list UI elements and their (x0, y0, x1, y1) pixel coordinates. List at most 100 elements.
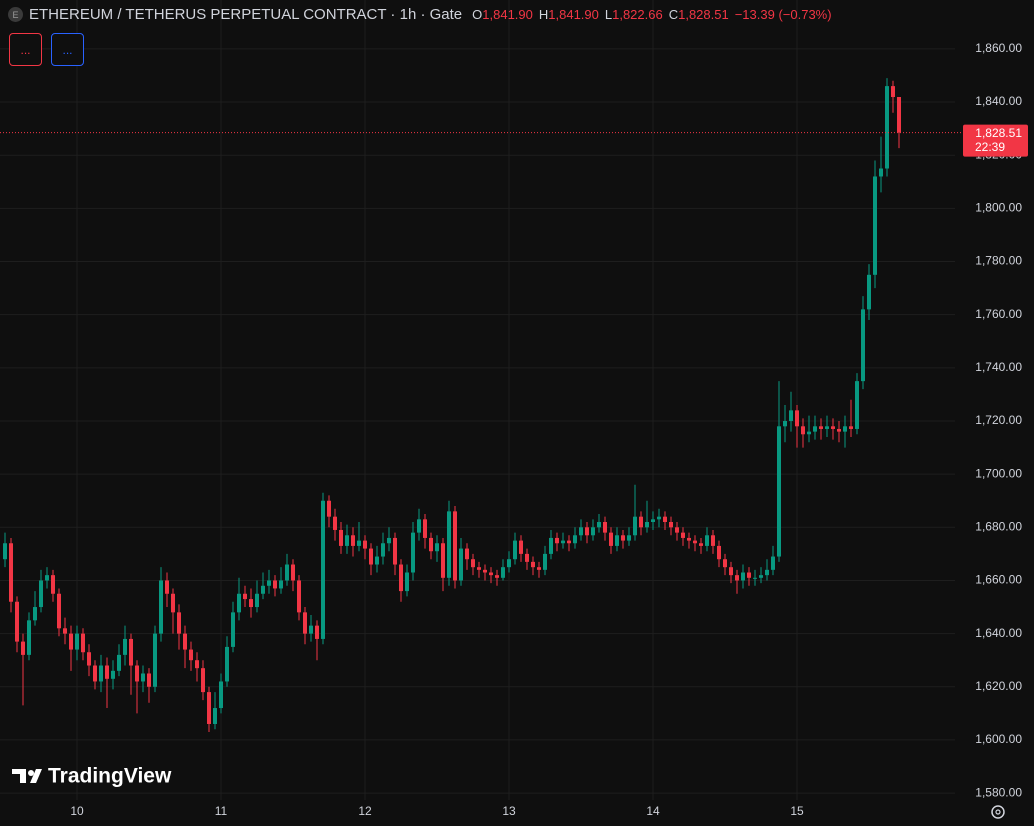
candle-body (363, 540, 367, 549)
candle-body (639, 516, 643, 528)
candle-body (201, 668, 205, 693)
y-tick-label: 1,680.00 (975, 519, 1022, 533)
settings-gear-center[interactable] (995, 809, 1001, 815)
candle-body (435, 543, 439, 552)
logo-icon (28, 770, 34, 776)
candle-body (501, 567, 505, 578)
x-tick-label: 12 (358, 804, 372, 818)
candle-body (147, 673, 151, 687)
candle-body (327, 500, 331, 517)
candle-body (219, 681, 223, 709)
candle-body (351, 535, 355, 546)
candle-body (573, 535, 577, 544)
candle-body (807, 431, 811, 435)
candle-body (765, 569, 769, 576)
candle-body (843, 426, 847, 432)
candle-body (585, 527, 589, 536)
candle-body (891, 86, 895, 98)
ohlc-label: O (472, 7, 483, 22)
settings-gear[interactable] (991, 805, 1005, 819)
candle-body (675, 527, 679, 533)
candle-body (591, 527, 595, 536)
candle-body (279, 580, 283, 589)
candle-body (99, 665, 103, 682)
price-tag (963, 124, 1028, 157)
candle-body (21, 641, 25, 655)
candle-body (597, 521, 601, 528)
y-tick-label: 1,580.00 (975, 785, 1022, 799)
candle-body (267, 580, 271, 586)
candle-body (699, 543, 703, 546)
candle-body (309, 625, 313, 634)
ohlc-value: 1,828.51 (678, 7, 729, 22)
candle-body (399, 564, 403, 592)
candle-body (621, 535, 625, 541)
indicator-button[interactable]: ... (51, 33, 84, 66)
candle-body (783, 420, 787, 427)
candle-body (861, 309, 865, 382)
candle-body (735, 575, 739, 581)
candle-body (27, 620, 31, 655)
candle-body (771, 556, 775, 570)
price-change: −13.39 (−0.73%) (734, 7, 832, 22)
candle-body (471, 559, 475, 568)
candle-body (429, 537, 433, 552)
candle-body (459, 548, 463, 581)
candle-body (855, 381, 859, 429)
candle-body (111, 670, 115, 679)
candle-body (705, 535, 709, 546)
candle-body (135, 665, 139, 682)
candle-body (165, 580, 169, 594)
candle-body (315, 625, 319, 639)
candle-body (261, 585, 265, 594)
candle-body (609, 532, 613, 546)
candle-body (387, 537, 391, 544)
candle-body (57, 593, 61, 629)
candle-body (753, 577, 757, 579)
price-tag-label: 1,828.51 (975, 126, 1022, 140)
candle-body (159, 580, 163, 634)
candle-body (663, 516, 667, 522)
symbol-icon: E (8, 7, 23, 22)
candle-body (465, 548, 469, 560)
candle-body (297, 580, 301, 613)
candle-body (339, 529, 343, 546)
candle-body (243, 593, 247, 600)
candle-body (885, 86, 889, 169)
candle-body (507, 559, 511, 568)
candle-body (741, 572, 745, 581)
candle-body (603, 521, 607, 533)
ohlc-label: H (538, 7, 549, 22)
candle-body (63, 628, 67, 634)
candle-body (69, 633, 73, 650)
candle-body (15, 601, 19, 642)
candle-body (513, 540, 517, 560)
candle-body (567, 540, 571, 544)
candle-body (141, 673, 145, 682)
candle-body (39, 580, 43, 608)
candle-body (123, 638, 127, 655)
candle-body (285, 564, 289, 581)
candle-body (831, 426, 835, 429)
candle-body (105, 665, 109, 679)
y-tick-label: 1,840.00 (975, 94, 1022, 108)
candle-body (375, 556, 379, 565)
candle-body (447, 511, 451, 578)
candle-body (417, 519, 421, 533)
candle-body (213, 708, 217, 724)
x-tick-label: 11 (215, 804, 228, 818)
candle-body (273, 580, 277, 589)
candle-body (207, 692, 211, 724)
candle-body (681, 532, 685, 538)
ohlc-item: O1,841.90 (472, 7, 533, 22)
indicator-button[interactable]: ... (9, 33, 42, 66)
y-tick-label: 1,600.00 (975, 732, 1022, 746)
candle-body (627, 535, 631, 541)
settings-icon[interactable] (991, 805, 1005, 819)
candle-body (537, 567, 541, 570)
candle-body (453, 511, 457, 581)
candle-body (183, 633, 187, 650)
candle-body (873, 176, 877, 275)
ohlc-item: C1,828.51 (669, 7, 729, 22)
